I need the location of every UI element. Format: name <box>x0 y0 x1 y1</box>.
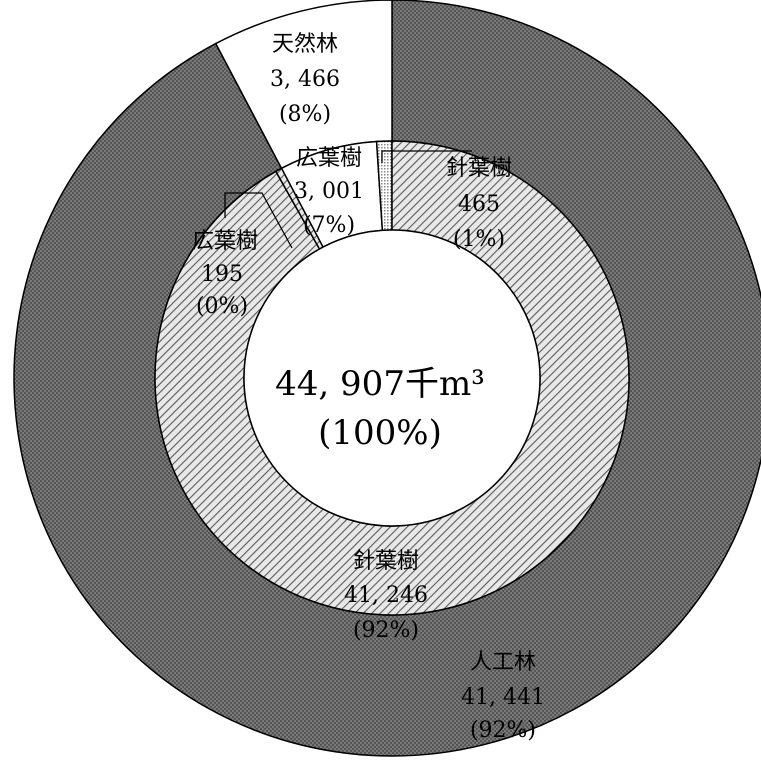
outer-name-natural: 天然林 <box>272 32 338 57</box>
inner-pct-natural-conifer: (1%) <box>453 227 505 252</box>
outer-value-natural: 3, 466 <box>270 67 340 92</box>
outer-ring <box>13 0 761 757</box>
inner-value-planted-conifer: 41, 246 <box>344 583 428 608</box>
inner-pct-natural-broadleaf: (7%) <box>303 213 355 238</box>
total-value: 44, 907千m³ <box>275 364 485 404</box>
inner-name-planted-conifer: 針葉樹 <box>353 549 419 574</box>
inner-name-planted-broadleaf: 広葉樹 <box>192 229 258 254</box>
inner-ring <box>154 140 630 616</box>
leader-natural-conifer <box>381 150 472 163</box>
inner-name-natural-conifer: 針葉樹 <box>446 156 512 181</box>
outer-value-planted: 41, 441 <box>461 685 545 710</box>
center-hole <box>243 229 541 527</box>
inner-name-natural-broadleaf: 広葉樹 <box>296 146 362 171</box>
outer-pct-natural: (8%) <box>279 102 331 127</box>
leader-planted-broadleaf <box>224 192 293 249</box>
outer-name-planted: 人工林 <box>470 650 536 675</box>
outer-pct-planted: (92%) <box>470 718 536 743</box>
inner-value-planted-broadleaf: 195 <box>201 262 243 287</box>
inner-value-natural-conifer: 465 <box>458 192 500 217</box>
inner-value-natural-broadleaf: 3, 001 <box>294 179 364 204</box>
total-pct: (100%) <box>318 413 442 453</box>
inner-pct-planted-conifer: (92%) <box>353 618 419 643</box>
inner-pct-planted-broadleaf: (0%) <box>196 294 248 319</box>
leader-lines <box>224 150 472 249</box>
